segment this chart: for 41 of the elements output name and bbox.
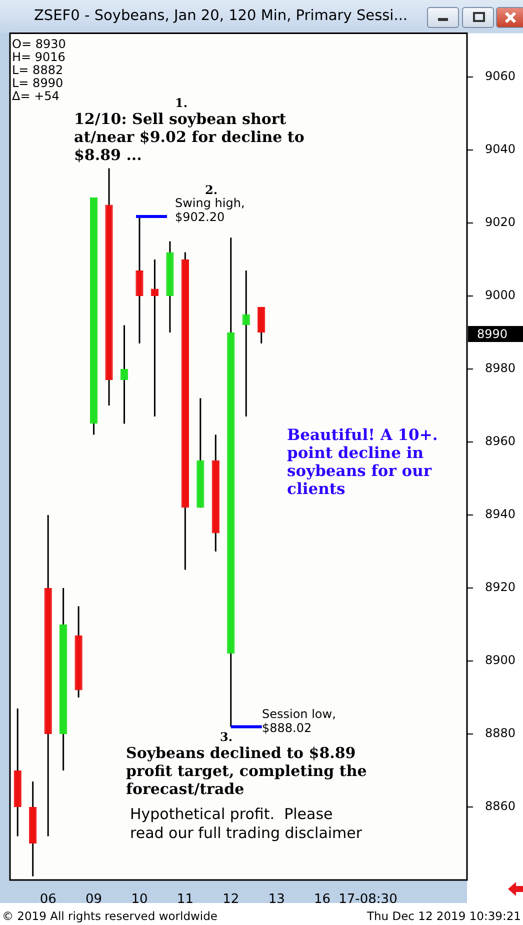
y-tick-label: 8860 [485,799,516,814]
x-tick-label: 12 [222,892,240,908]
x-tick-label: 10 [131,892,148,908]
y-tick-label: 8940 [485,507,516,522]
x-tick-label: 17-08:30 [338,892,398,908]
annotation: Soybeans declined to $8.89 profit target, completing the forecast/trade [126,744,368,798]
y-tick-label: 8900 [485,653,516,668]
y-tick-label: 8880 [485,726,516,740]
y-tick-label: 8920 [485,580,516,594]
x-tick-label: 16 [314,892,331,908]
annotation: O= 8930 [12,37,66,51]
annotation: 12/10: Sell soybean short at/near $9.02 for decline to $8.89 ... [74,110,306,164]
annotation: Swing high, $902.20 [175,196,246,224]
annotation: 2. [205,183,218,197]
y-tick-label: 8980 [485,361,516,376]
candlestick [150,258,159,418]
annotation: Session low, $888.02 [262,706,337,735]
y-tick-label: 9060 [485,69,516,84]
text: Thu Dec 12 2019 10:39:21 [366,909,521,923]
annotation: Beautiful! A 10+. point decline in soybeans for our clients [287,425,439,498]
annotation: L= 8882 [12,63,64,77]
chart-title: ZSEF0 - Soybeans, Jan 20, 120 Min, Primary Sessi... [34,8,408,24]
annotation: L= 8990 [12,76,64,90]
y-tick-label: 8960 [485,434,516,448]
y-tick-label: 9040 [485,142,516,156]
annotation: H= 9016 [12,50,66,64]
candlestick [120,324,128,424]
candlestick [242,270,250,418]
annotation: Hypothetical profit. Please read our full trading disclaimer [130,805,364,842]
annotation: 3. [220,730,233,744]
text: © 2019 All rights reserved worldwide [2,909,218,923]
candlestick [258,306,266,344]
x-tick-label: 11 [176,892,194,908]
annotation: Δ= +54 [12,89,60,103]
text: 8990 [468,326,523,342]
y-tick-label: 9020 [485,215,516,230]
y-tick-label: 9000 [485,288,516,302]
x-tick-label: 13 [268,892,285,908]
x-tick-label: 09 [86,892,102,908]
annotation: 1. [175,96,188,110]
x-tick-label: 06 [40,892,56,908]
